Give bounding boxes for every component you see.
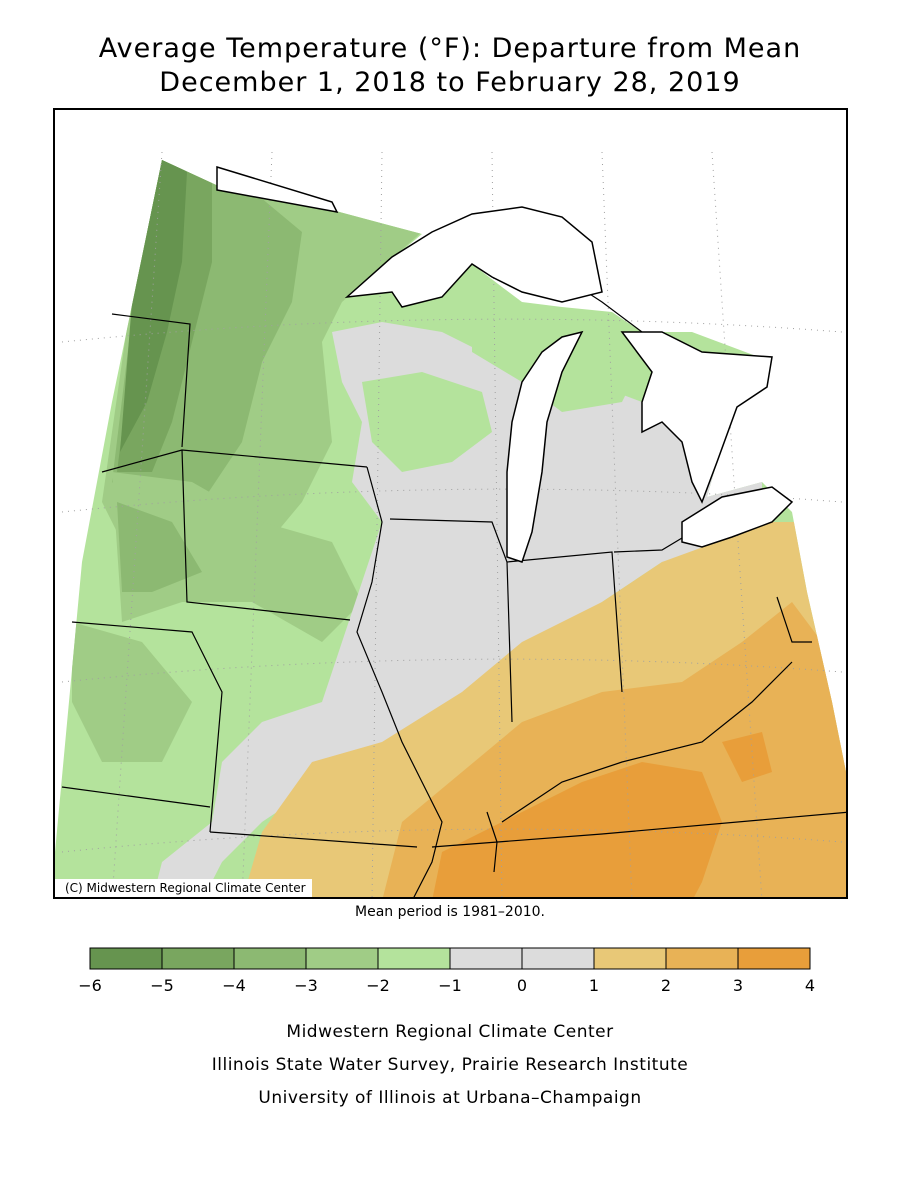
legend-bin bbox=[521, 947, 595, 970]
rivers bbox=[356, 466, 793, 897]
lat-lon-grid bbox=[61, 151, 843, 897]
legend-tick-label: 2 bbox=[661, 976, 671, 995]
great-lakes bbox=[216, 165, 794, 563]
lake-superior bbox=[344, 206, 603, 308]
zone-minus-3-nebraska bbox=[72, 622, 192, 762]
legend-ticks: −6 −5 −4 −3 −2 −1 0 1 2 3 4 bbox=[78, 976, 815, 995]
legend-tick-label: 4 bbox=[805, 976, 815, 995]
copyright-label: (C) Midwestern Regional Climate Center bbox=[55, 879, 312, 897]
lake-michigan bbox=[506, 330, 584, 563]
legend-tick-label: 3 bbox=[733, 976, 743, 995]
zone-plus-3-wv bbox=[722, 732, 772, 782]
temperature-map bbox=[55, 151, 846, 897]
map-frame: (C) Midwestern Regional Climate Center bbox=[53, 108, 848, 899]
legend-bin bbox=[449, 947, 523, 970]
legend-bin bbox=[161, 947, 235, 970]
legend-tick-label: 1 bbox=[589, 976, 599, 995]
legend-bins bbox=[89, 947, 811, 970]
legend-tick-label: −4 bbox=[222, 976, 246, 995]
map-title-line1: Average Temperature (°F): Departure from… bbox=[98, 33, 802, 64]
legend-bin bbox=[593, 947, 667, 970]
legend-bin bbox=[89, 947, 163, 970]
state-boundaries bbox=[61, 216, 846, 848]
footer-org: Midwestern Regional Climate Center bbox=[286, 1022, 614, 1042]
zone-minus-3-iowa bbox=[112, 472, 362, 642]
zone-minus-6-north bbox=[120, 160, 187, 452]
map-title-line2: December 1, 2018 to February 28, 2019 bbox=[159, 67, 741, 98]
zone-minus-4-iowa bbox=[117, 502, 202, 592]
legend-tick-label: −1 bbox=[438, 976, 462, 995]
legend-tick-label: −6 bbox=[78, 976, 102, 995]
lake-winnipeg-edge bbox=[216, 165, 339, 214]
zone-wi-light-green-patch bbox=[362, 372, 492, 472]
legend-tick-label: 0 bbox=[517, 976, 527, 995]
legend-tick-label: −2 bbox=[366, 976, 390, 995]
legend-tick-label: −3 bbox=[294, 976, 318, 995]
zone-near-normal bbox=[152, 322, 762, 897]
legend-bin bbox=[305, 947, 379, 970]
legend-bin bbox=[377, 947, 451, 970]
legend-bin bbox=[737, 947, 811, 970]
zone-plus-3 bbox=[432, 762, 722, 897]
legend-bin bbox=[233, 947, 307, 970]
footer-university: University of Illinois at Urbana–Champai… bbox=[258, 1088, 642, 1108]
lake-huron bbox=[620, 331, 773, 504]
footer-survey: Illinois State Water Survey, Prairie Res… bbox=[211, 1055, 689, 1075]
mean-period-note: Mean period is 1981–2010. bbox=[355, 904, 545, 920]
color-legend: −6 −5 −4 −3 −2 −1 0 1 2 3 4 bbox=[78, 947, 815, 995]
lake-erie bbox=[681, 486, 794, 548]
legend-bin bbox=[665, 947, 739, 970]
legend-tick-label: −5 bbox=[150, 976, 174, 995]
